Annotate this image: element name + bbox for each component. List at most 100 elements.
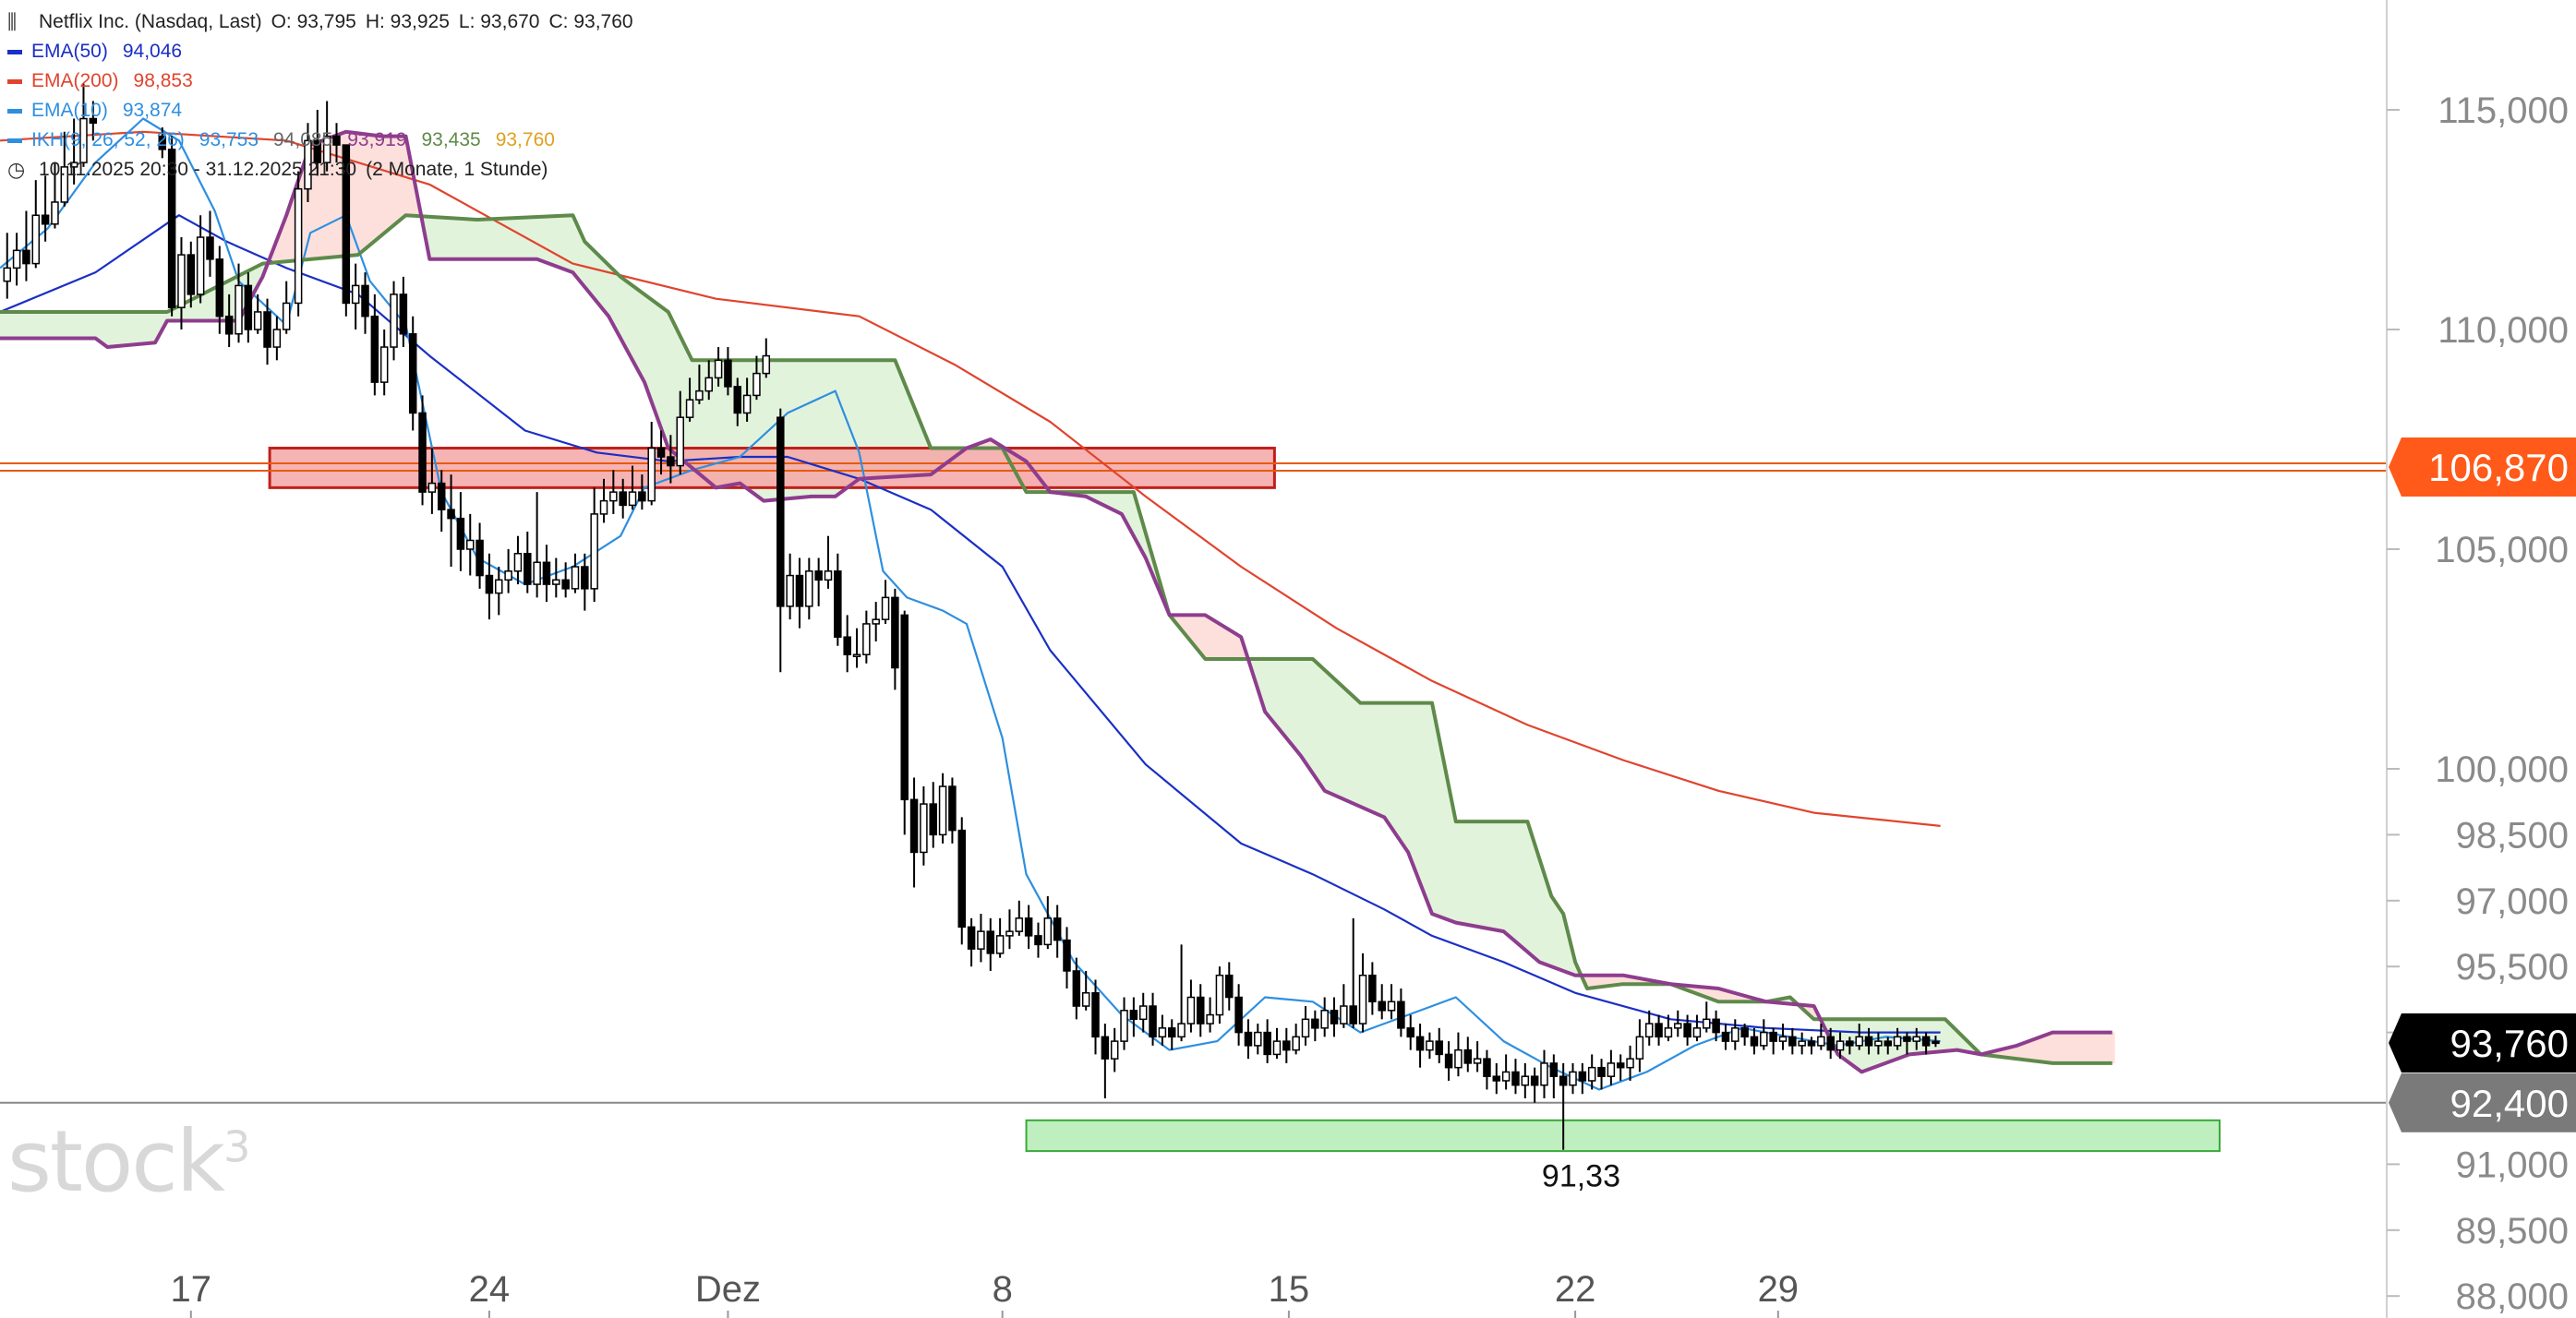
cloud-segment (476, 219, 483, 260)
cloud-segment (2104, 1032, 2111, 1064)
cloud-segment (52, 311, 58, 339)
candle-body (1034, 935, 1042, 946)
candle-body (1444, 1053, 1453, 1069)
cloud-segment (1407, 702, 1414, 865)
cloud-segment (56, 311, 63, 339)
watermark-text: stock (7, 1112, 225, 1211)
candle-body (69, 162, 78, 168)
y-tick-label: 88,000 (2456, 1276, 2569, 1317)
x-tick-label: 15 (1269, 1269, 1310, 1310)
cloud-segment (653, 300, 659, 423)
x-tick-label: Dez (695, 1269, 761, 1310)
candle-body (215, 258, 224, 318)
candle-body (986, 930, 995, 954)
candle-body (263, 311, 271, 348)
cloud-segment (1207, 616, 1213, 660)
cloud-segment (1350, 693, 1356, 806)
cloud-segment (553, 215, 560, 268)
candle-body (561, 579, 570, 590)
cloud-segment (1932, 1019, 1939, 1053)
candle-body (695, 389, 704, 401)
line-ema-50- (0, 214, 1941, 1034)
chart-legend: ⫼ Netflix Inc. (Nasdaq, Last) O: 93,795 … (7, 7, 633, 185)
candle-body (891, 596, 899, 669)
candle-body (1387, 1000, 1396, 1012)
candle-body (1731, 1027, 1739, 1042)
cloud-segment (601, 257, 607, 315)
candle-body (485, 574, 494, 594)
time-axis[interactable]: 17 24 Dez 8 15 22 29 (171, 1269, 1800, 1318)
cloud-segment (2090, 1032, 2096, 1064)
stock3-logo: stock3 (7, 1112, 250, 1211)
candle-body (1272, 1040, 1282, 1056)
cloud-segment (1274, 658, 1280, 731)
cloud-segment (4, 311, 10, 339)
cloud-segment (1378, 702, 1385, 818)
candle-body (1703, 1018, 1711, 1029)
candle-body (304, 139, 312, 190)
indicator-ema50[interactable]: EMA(50) 94,046 (7, 37, 633, 66)
cloud-segment (1402, 702, 1409, 854)
cloud-segment (1398, 702, 1404, 846)
ichimoku-value-1: 93,753 (199, 129, 259, 150)
cloud-segment (1508, 821, 1514, 941)
indicator-ichimoku[interactable]: IKH(9, 26, 52, 26) 93,753 94,085 93,919 … (7, 126, 633, 155)
price-axis[interactable]: 115,000 110,000 105,000 100,000 98,500 97,000… (2386, 0, 2569, 1318)
cloud-segment (558, 215, 564, 270)
price-labels: 106,870 93,760 92,400 (2389, 437, 2576, 1132)
ichimoku-value-4: 93,435 (421, 129, 481, 150)
candle-body (957, 829, 967, 929)
candle-body (3, 267, 12, 282)
candle-body (1167, 1027, 1176, 1038)
cloud-segment (147, 311, 153, 344)
price-label-text: 93,760 (2450, 1022, 2569, 1065)
ichimoku-swatch (7, 138, 22, 143)
cloud-segment (1365, 702, 1371, 811)
candle-body (244, 284, 253, 330)
candle-body (272, 329, 282, 348)
candle-body (1740, 1027, 1749, 1038)
cloud-segment (1283, 658, 1290, 742)
candle-body (1005, 930, 1014, 937)
candle-body (1406, 1027, 1414, 1038)
cloud-segment (1389, 702, 1394, 833)
indicator-ema200[interactable]: EMA(200) 98,853 (7, 66, 633, 96)
candle-body (1807, 1040, 1816, 1047)
cloud-segment (2052, 1032, 2058, 1064)
ema50-label: EMA(50) (31, 41, 108, 62)
candle-body (1578, 1071, 1587, 1082)
cloud-segment (1331, 676, 1337, 797)
support-zone (1025, 1119, 2221, 1153)
candle-body (475, 539, 484, 577)
candle-body (1607, 1062, 1616, 1077)
ema50-swatch (7, 49, 22, 54)
candle-body (1244, 1031, 1253, 1047)
candle-body (656, 447, 666, 458)
cloud-segment (1460, 821, 1466, 925)
candle-body (1101, 1036, 1110, 1060)
cloud-segment (85, 311, 91, 339)
range-row: ◷ 10.11.2025 20:30 - 31.12.2025 21:30 (2… (7, 155, 633, 185)
candle-body (1540, 1062, 1548, 1086)
symbol-row: ⫼ Netflix Inc. (Nasdaq, Last) O: 93,795 … (7, 7, 633, 37)
cloud-segment (1556, 902, 1561, 971)
candle-body (1129, 1010, 1138, 1021)
cloud-segment (1422, 702, 1428, 902)
cloud-segment (1479, 821, 1486, 929)
line-ema-200- (0, 130, 1941, 827)
line-senkou-a (0, 213, 2113, 1065)
cloud-segment (1426, 702, 1433, 915)
cloud-segment (448, 217, 454, 260)
cloud-segment (1928, 1019, 1934, 1053)
cloud-segment (668, 311, 674, 453)
cloud-segment (562, 215, 569, 271)
candle-body (1215, 974, 1224, 1016)
candle-body (1616, 1062, 1625, 1069)
cloud-segment (520, 217, 526, 260)
indicator-ema10[interactable]: EMA(10) 93,874 (7, 96, 633, 126)
candle-body (676, 416, 684, 467)
cloud-segment (104, 311, 111, 348)
cloud-segment (1345, 689, 1352, 803)
cloud-segment (1369, 702, 1376, 814)
